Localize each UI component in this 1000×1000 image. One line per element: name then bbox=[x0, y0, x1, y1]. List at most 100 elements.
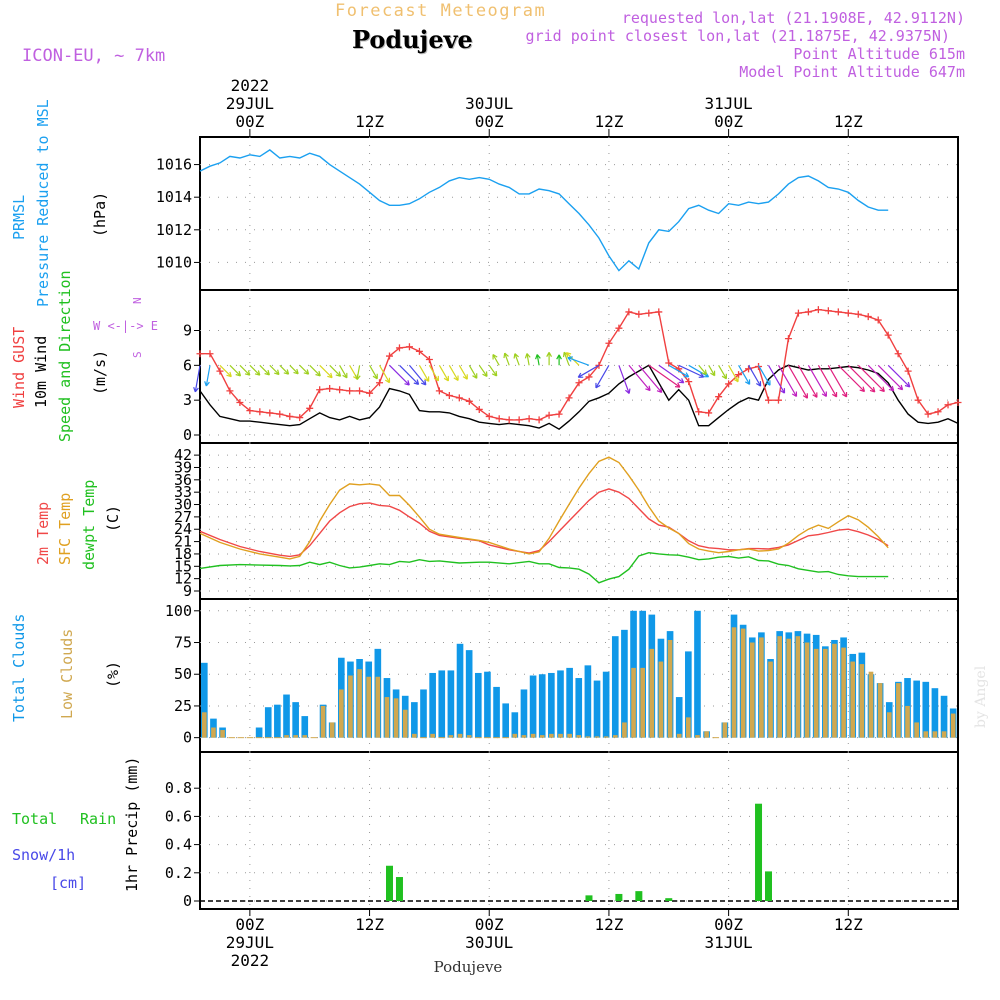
low-cloud-bar bbox=[877, 683, 883, 738]
total-cloud-bar bbox=[931, 688, 939, 738]
total-cloud-bar bbox=[511, 712, 519, 738]
wind-direction-arrow bbox=[718, 364, 727, 380]
wind-direction-arrow bbox=[797, 365, 818, 398]
gust-marker bbox=[386, 352, 393, 360]
x-label-bottom: 00Z bbox=[235, 915, 264, 934]
low-cloud-bar bbox=[594, 736, 600, 738]
low-cloud-bar bbox=[576, 735, 582, 738]
model-label: ICON-EU, ~ 7km bbox=[22, 46, 165, 66]
total-cloud-bar bbox=[548, 672, 555, 738]
total-cloud-bar bbox=[484, 671, 491, 738]
low-cloud-bar bbox=[539, 735, 545, 738]
precip-panel bbox=[199, 751, 959, 910]
low-cloud-bar bbox=[567, 733, 572, 738]
sfc-temp-title: SFC Temp bbox=[56, 493, 74, 565]
total-cloud-bar bbox=[255, 727, 263, 738]
low-cloud-bar bbox=[832, 643, 837, 738]
low-cloud-bar bbox=[284, 735, 289, 738]
total-cloud-bar bbox=[411, 702, 418, 738]
grid-point-coords: grid point closest lon,lat (21.1875E, 42… bbox=[526, 27, 950, 45]
gust-marker bbox=[505, 416, 513, 424]
gust-marker bbox=[306, 404, 314, 412]
total-cloud-bar bbox=[438, 670, 446, 738]
low-cloud-bar bbox=[202, 712, 207, 738]
gust-marker bbox=[904, 367, 912, 375]
wind-direction-arrow bbox=[369, 365, 378, 380]
y-tick-label: 1016 bbox=[156, 156, 192, 174]
gust-marker bbox=[266, 409, 274, 417]
total-cloud-bar bbox=[502, 703, 510, 738]
y-tick-label: 75 bbox=[174, 634, 192, 652]
precip-unit: 1hr Precip (mm) bbox=[123, 757, 141, 892]
wind-direction-arrow bbox=[279, 364, 290, 375]
wind-direction-arrow bbox=[378, 365, 391, 384]
wind-direction-arrow bbox=[418, 364, 430, 382]
wind-direction-arrow bbox=[259, 364, 270, 376]
wind-direction-arrow bbox=[249, 364, 261, 376]
low-cloud-bar bbox=[722, 722, 728, 738]
x-label-top: 30JUL bbox=[465, 94, 513, 113]
wind-direction-arrow bbox=[887, 364, 911, 388]
total-cloud-bar bbox=[520, 689, 528, 738]
wind-direction-arrow bbox=[767, 365, 786, 394]
wind-direction-arrow bbox=[698, 364, 707, 376]
low-cloud-bar bbox=[804, 642, 810, 738]
wind-title: 10m Wind bbox=[32, 336, 50, 408]
gust-marker bbox=[924, 410, 932, 418]
x-label-top: 00Z bbox=[235, 112, 264, 131]
gust-title: Wind GUST bbox=[10, 327, 28, 408]
x-label-bottom: 00Z bbox=[475, 915, 504, 934]
total-cloud-bar bbox=[283, 694, 290, 738]
grid-lines bbox=[200, 137, 958, 909]
x-label-top: 12Z bbox=[834, 112, 863, 131]
total-cloud-bar bbox=[429, 672, 436, 738]
low-cloud-bar bbox=[686, 717, 691, 738]
gust-marker bbox=[615, 324, 623, 332]
gust-marker bbox=[575, 379, 583, 387]
low-cloud-bar bbox=[320, 705, 326, 738]
gust-marker bbox=[565, 394, 573, 402]
total-cloud-bar bbox=[694, 610, 701, 738]
low-cloud-bar bbox=[695, 735, 700, 738]
low-cloud-bar bbox=[731, 627, 737, 738]
axes-labels: 1010101210141016036991215182124273033363… bbox=[156, 76, 863, 970]
low-cloud-bar bbox=[448, 735, 454, 738]
total-cloud-bar bbox=[420, 689, 427, 738]
direction-title: Speed and Direction bbox=[56, 270, 74, 442]
gust-marker bbox=[695, 408, 703, 416]
gust-marker bbox=[336, 386, 344, 394]
low-cloud-bar bbox=[886, 712, 892, 738]
low-cloud-bar bbox=[649, 648, 655, 738]
total-cloud-bar bbox=[201, 662, 208, 738]
low-cloud-bar bbox=[430, 733, 435, 738]
low-cloud-bar bbox=[850, 661, 856, 738]
wind-direction-arrow bbox=[438, 365, 449, 382]
x-label-bottom: 12Z bbox=[355, 915, 384, 934]
wind-direction-arrow bbox=[448, 364, 459, 382]
low-cloud-bar bbox=[676, 733, 682, 738]
gust-marker bbox=[834, 308, 842, 316]
y-tick-label: 27 bbox=[174, 508, 192, 526]
low-cloud-bar bbox=[558, 733, 563, 738]
low-cloud-bar bbox=[941, 731, 947, 738]
wind-direction-arrow bbox=[678, 364, 705, 378]
low-cloud-bar bbox=[466, 735, 472, 738]
gust-marker bbox=[685, 378, 693, 386]
low-cloud-bar bbox=[786, 638, 792, 738]
wind-direction-arrow bbox=[728, 365, 739, 383]
wind-direction-arrow bbox=[299, 364, 310, 375]
total-label: Total bbox=[12, 810, 57, 828]
wind-direction-arrow bbox=[595, 365, 610, 389]
total-cloud-bar bbox=[940, 695, 948, 738]
total-cloud-bar bbox=[264, 707, 272, 738]
gust-marker bbox=[366, 389, 374, 397]
gust-marker bbox=[435, 387, 443, 395]
rain-bar bbox=[615, 893, 623, 901]
gust-marker bbox=[395, 344, 403, 352]
wind-direction-arrow bbox=[668, 364, 690, 378]
low-cloud-bar bbox=[923, 731, 929, 738]
prmsl-title: PRMSL bbox=[10, 195, 28, 240]
total-cloud-bar bbox=[611, 636, 619, 738]
wind-direction-arrow bbox=[787, 364, 808, 399]
